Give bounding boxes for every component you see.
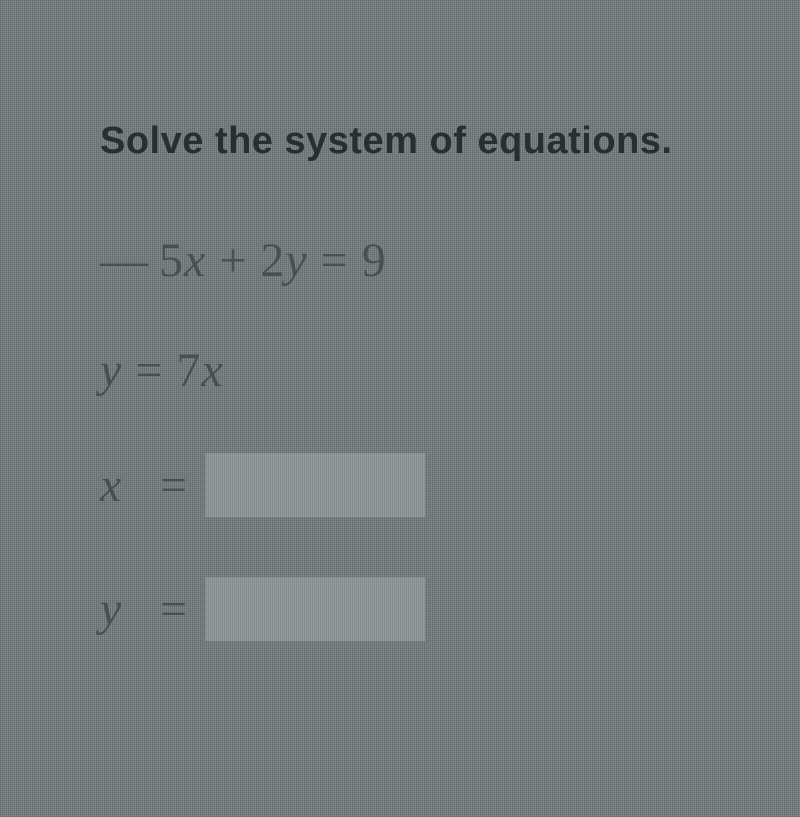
problem-title: Solve the system of equations. <box>100 120 720 163</box>
equals-sign-y: = <box>160 582 187 637</box>
answer-x-row: x = <box>100 453 720 517</box>
equals-sign-x: = <box>160 458 187 513</box>
answer-x-input[interactable] <box>205 453 425 517</box>
answer-y-row: y = <box>100 577 720 641</box>
equation-2: y = 7x <box>100 343 720 398</box>
answer-y-label: y <box>100 582 150 637</box>
answer-y-input[interactable] <box>205 577 425 641</box>
answer-x-label: x <box>100 458 150 513</box>
problem-container: Solve the system of equations. — 5x + 2y… <box>0 0 800 641</box>
equation-1: — 5x + 2y = 9 <box>100 233 720 288</box>
